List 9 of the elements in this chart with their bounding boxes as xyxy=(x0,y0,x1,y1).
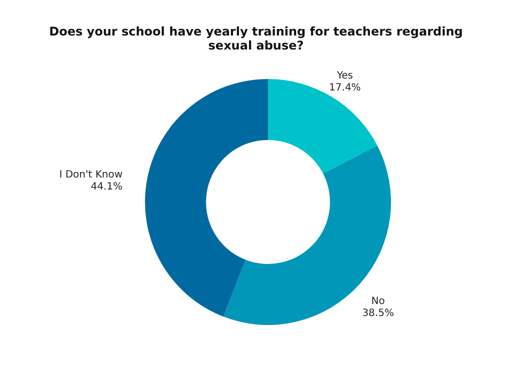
donut-slice xyxy=(145,79,268,317)
slice-label: No xyxy=(371,296,385,307)
slice-label: I Don't Know xyxy=(59,170,123,181)
slice-label: Yes xyxy=(336,70,354,82)
data-label: 38.5% xyxy=(362,308,394,319)
data-label: 44.1% xyxy=(90,182,123,193)
data-label: 17.4% xyxy=(329,82,361,94)
donut-slice xyxy=(268,79,378,174)
chart-title: Does your school have yearly training for teachers regarding sexual abuse? xyxy=(49,24,463,53)
